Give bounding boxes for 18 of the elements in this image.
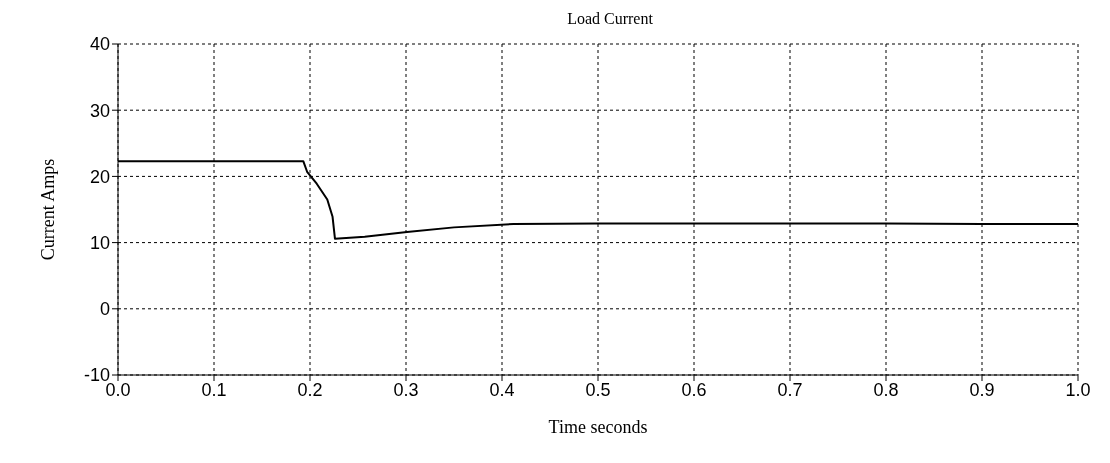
y-tick-label: 0: [99, 299, 110, 320]
x-tick-label: 0.8: [873, 379, 899, 400]
x-tick-label: 0.7: [777, 379, 803, 400]
x-tick-label: 0.9: [969, 379, 995, 400]
y-tick-label: 40: [89, 34, 110, 55]
chart-title: Load Current: [566, 10, 654, 28]
x-tick-label: 0.5: [585, 379, 611, 400]
y-tick-label: 20: [89, 166, 110, 187]
x-tick-label: 0.6: [681, 379, 707, 400]
y-axis-title: Current Amps: [38, 158, 59, 261]
x-tick-label: 1.0: [1065, 379, 1091, 400]
x-tick-label: 0.2: [297, 379, 323, 400]
x-tick-label: 0.3: [393, 379, 419, 400]
y-tick-label: 10: [89, 232, 110, 253]
x-tick-label: 0.1: [201, 379, 227, 400]
x-axis-title: Time seconds: [548, 417, 648, 437]
y-tick-label: 30: [89, 100, 110, 121]
x-tick-label: 0.4: [489, 379, 515, 400]
